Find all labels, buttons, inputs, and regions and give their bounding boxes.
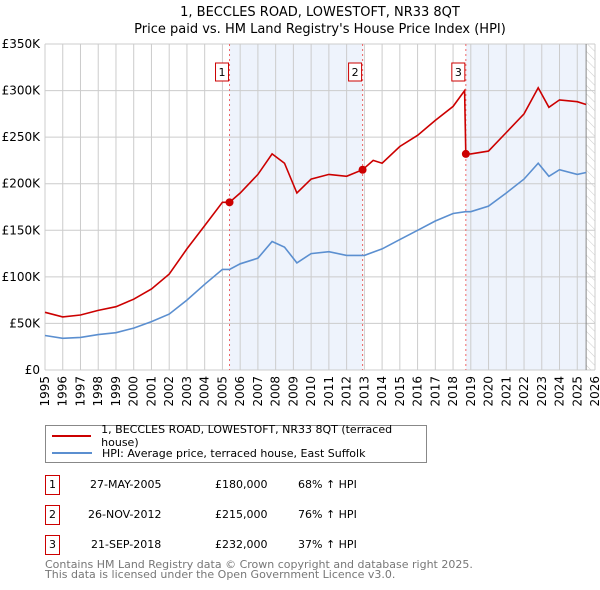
x-tick-label: 2018 bbox=[446, 376, 460, 407]
price-chart: 1, BECCLES ROAD, LOWESTOFT, NR33 8QT Pri… bbox=[2, 5, 600, 407]
x-tick-label: 2000 bbox=[127, 376, 141, 407]
legend-swatch-hpi bbox=[52, 452, 92, 454]
x-tick-label: 2004 bbox=[198, 376, 212, 407]
sale-number: 3 bbox=[45, 535, 60, 555]
footer-licence: This data is licensed under the Open Gov… bbox=[45, 568, 396, 581]
x-tick-label: 1995 bbox=[38, 376, 52, 407]
y-tick-label: £300K bbox=[2, 84, 42, 98]
legend-swatch-property bbox=[52, 435, 92, 437]
sale-label-box bbox=[215, 62, 230, 82]
legend: 1, BECCLES ROAD, LOWESTOFT, NR33 8QT (te… bbox=[45, 423, 427, 463]
x-tick-label: 2013 bbox=[357, 376, 371, 407]
legend-label-hpi: HPI: Average price, terraced house, East… bbox=[102, 446, 366, 460]
sale-hpi-diff: 68% ↑ HPI bbox=[298, 478, 357, 491]
x-tick-label: 2015 bbox=[393, 376, 407, 407]
x-tick-label: 2019 bbox=[464, 376, 478, 407]
sale-date: 26-NOV-2012 bbox=[88, 508, 162, 521]
legend-item-hpi: HPI: Average price, terraced house, East… bbox=[46, 445, 365, 461]
sale-label: 3 bbox=[455, 66, 462, 79]
y-tick-label: £150K bbox=[2, 223, 42, 237]
sale-date: 21-SEP-2018 bbox=[91, 538, 162, 551]
x-tick-label: 2006 bbox=[233, 376, 247, 407]
x-tick-label: 2025 bbox=[570, 376, 584, 407]
x-tick-label: 2007 bbox=[251, 376, 265, 407]
sale-price: £215,000 bbox=[215, 508, 268, 521]
x-tick-label: 2026 bbox=[588, 376, 600, 407]
future-hatch bbox=[586, 44, 595, 370]
sale-label-box bbox=[348, 62, 363, 82]
x-tick-label: 1996 bbox=[56, 376, 70, 407]
y-tick-label: £250K bbox=[2, 130, 42, 144]
chart-title: 1, BECCLES ROAD, LOWESTOFT, NR33 8QT bbox=[180, 5, 460, 20]
x-tick-label: 1999 bbox=[109, 376, 123, 407]
x-tick-label: 2024 bbox=[553, 376, 567, 407]
sale-point bbox=[461, 149, 470, 158]
x-tick-label: 2011 bbox=[322, 376, 336, 407]
x-tick-label: 2016 bbox=[411, 376, 425, 407]
table-row: 3 21-SEP-2018 £232,000 37% ↑ HPI bbox=[45, 535, 465, 555]
y-tick-label: £0 bbox=[25, 363, 40, 377]
sale-price: £232,000 bbox=[215, 538, 268, 551]
property-price-line bbox=[44, 86, 587, 318]
x-tick-label: 2017 bbox=[428, 376, 442, 407]
sale-label: 2 bbox=[352, 66, 359, 79]
x-tick-label: 2009 bbox=[286, 376, 300, 407]
footer: Contains HM Land Registry data © Crown c… bbox=[45, 558, 473, 581]
y-tick-label: £50K bbox=[9, 316, 41, 330]
sale-label: 1 bbox=[219, 66, 226, 79]
hpi-line bbox=[44, 161, 587, 340]
sale-hpi-diff: 76% ↑ HPI bbox=[298, 508, 357, 521]
x-tick-label: 2014 bbox=[375, 376, 389, 407]
chart-subtitle: Price paid vs. HM Land Registry's House … bbox=[134, 22, 506, 37]
legend-label-property: 1, BECCLES ROAD, LOWESTOFT, NR33 8QT (te… bbox=[101, 423, 393, 449]
table-row: 2 26-NOV-2012 £215,000 76% ↑ HPI bbox=[45, 505, 465, 525]
y-tick-label: £100K bbox=[2, 270, 42, 284]
y-tick-label: £200K bbox=[2, 177, 42, 191]
x-tick-label: 2023 bbox=[535, 376, 549, 407]
y-tick-label: £350K bbox=[2, 37, 42, 51]
x-tick-label: 2001 bbox=[144, 376, 158, 407]
x-tick-label: 2002 bbox=[162, 376, 176, 407]
shaded-period bbox=[229, 44, 363, 370]
sale-number: 2 bbox=[45, 505, 60, 525]
footer-copyright: Contains HM Land Registry data © Crown c… bbox=[45, 558, 473, 571]
sale-hpi-diff: 37% ↑ HPI bbox=[298, 538, 357, 551]
x-tick-label: 2005 bbox=[215, 376, 229, 407]
x-tick-label: 2003 bbox=[180, 376, 194, 407]
legend-item-property: 1, BECCLES ROAD, LOWESTOFT, NR33 8QT (te… bbox=[46, 423, 426, 449]
x-tick-label: 2022 bbox=[517, 376, 531, 407]
table-row: 1 27-MAY-2005 £180,000 68% ↑ HPI bbox=[45, 475, 465, 495]
sale-point bbox=[225, 198, 234, 207]
x-tick-label: 2008 bbox=[269, 376, 283, 407]
x-tick-label: 2010 bbox=[304, 376, 318, 407]
x-tick-label: 2020 bbox=[482, 376, 496, 407]
x-tick-label: 2012 bbox=[340, 376, 354, 407]
sale-number: 1 bbox=[45, 475, 60, 495]
sale-date: 27-MAY-2005 bbox=[90, 478, 162, 491]
x-tick-label: 2021 bbox=[499, 376, 513, 407]
sale-price: £180,000 bbox=[215, 478, 268, 491]
sale-point bbox=[358, 165, 367, 174]
x-tick-label: 1997 bbox=[73, 376, 87, 407]
sale-label-box bbox=[451, 62, 466, 82]
x-tick-label: 1998 bbox=[91, 376, 105, 407]
